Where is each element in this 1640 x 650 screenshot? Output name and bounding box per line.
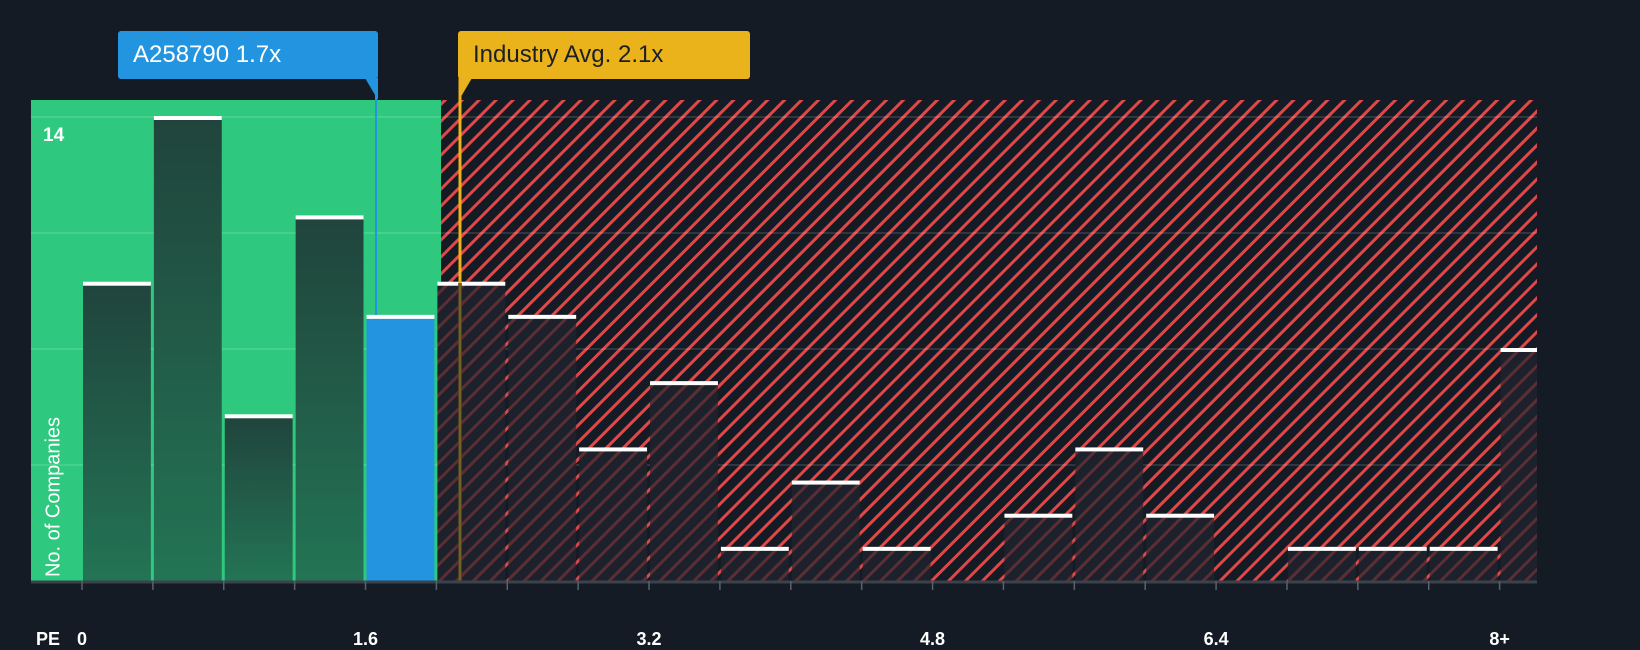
histogram-bar (295, 216, 364, 581)
company-pointer-icon (365, 78, 378, 100)
company-pe-label: A258790 1.7x (133, 41, 282, 68)
bar-cap (295, 215, 364, 220)
bar-cap (83, 281, 151, 286)
industry-avg-label: Industry Avg. 2.1x (473, 41, 664, 68)
bar-cap (437, 281, 506, 286)
histogram-bar (1500, 349, 1537, 581)
histogram-bar (83, 282, 151, 581)
histogram-bar (1004, 514, 1073, 581)
company-pe-callout: A258790 1.7x (118, 31, 378, 79)
marker-lines (365, 78, 472, 581)
bar-cap (650, 381, 718, 386)
x-axis-title: PE (36, 629, 61, 649)
bar-cap (720, 546, 789, 551)
bar-cap (1075, 447, 1144, 452)
x-tick-label: 0 (76, 629, 88, 649)
bar-cap (862, 546, 931, 551)
x-tick-label: 1.6 (353, 629, 379, 649)
histogram-bar (1075, 448, 1144, 581)
histogram-bar (579, 448, 648, 581)
x-tick-label: 6.4 (1203, 629, 1229, 649)
industry-pointer-icon (459, 78, 472, 100)
bar-cap (1358, 546, 1427, 551)
bar-cap (153, 116, 222, 120)
bar-cap (366, 314, 435, 319)
histogram-bar (650, 382, 718, 581)
x-axis (31, 580, 1537, 590)
histogram-bar (437, 282, 506, 581)
marker-shade (458, 283, 462, 581)
histogram-bar (153, 117, 222, 581)
histogram-bar (720, 547, 789, 581)
bar-cap (1146, 513, 1215, 518)
y-axis-max-label: 14 (43, 125, 65, 146)
x-tick-label: 3.2 (636, 629, 662, 649)
histogram-bar (1287, 547, 1356, 581)
histogram-bar (1429, 547, 1498, 581)
histogram-bar (1146, 514, 1215, 581)
histogram-bar (224, 415, 293, 581)
bar-cap (1004, 513, 1073, 518)
x-tick-label: 8+ (1489, 629, 1510, 649)
bar-cap (791, 480, 860, 485)
industry-avg-callout: Industry Avg. 2.1x (458, 31, 750, 79)
bar-cap (579, 447, 648, 452)
histogram-bar (508, 315, 577, 581)
bar-cap (1287, 546, 1356, 551)
bar-cap (1500, 348, 1537, 352)
company-bar (366, 315, 435, 581)
x-tick-label: 4.8 (920, 629, 946, 649)
histogram-bars (83, 116, 1537, 581)
y-axis-title: No. of Companies (42, 416, 65, 578)
histogram-bar (791, 481, 860, 581)
histogram-bar (1358, 547, 1427, 581)
histogram-bar (862, 547, 931, 581)
bar-cap (1429, 546, 1498, 551)
bar-cap (508, 314, 577, 319)
bar-cap (224, 414, 293, 419)
